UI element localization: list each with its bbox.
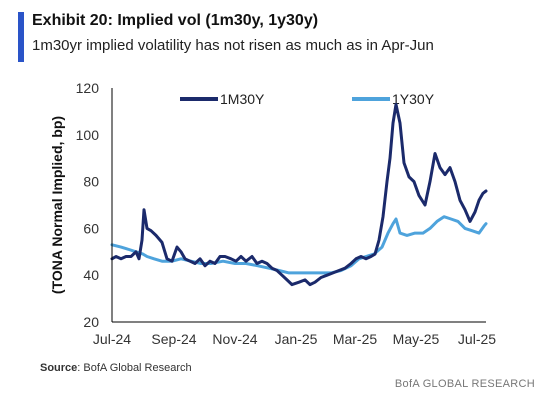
x-tick-label: Jul-25 bbox=[458, 331, 496, 347]
axes-layer: 20 40 60 80 100 120 Jul-24 Sep-24 Nov-24 Jan-25 Ma… bbox=[49, 80, 496, 347]
x-tick-label: Mar-25 bbox=[333, 331, 378, 347]
x-tick-label: Nov-24 bbox=[212, 331, 257, 347]
y-tick-label: 120 bbox=[76, 80, 100, 96]
x-tick-label: Jan-25 bbox=[275, 331, 318, 347]
accent-bar bbox=[18, 12, 24, 62]
y-tick-label: 100 bbox=[76, 127, 100, 143]
chart-subtitle: 1m30yr implied volatility has not risen … bbox=[32, 37, 434, 54]
y-tick-label: 20 bbox=[83, 314, 99, 330]
source-note: Source: BofA Global Research bbox=[40, 362, 192, 374]
footer-brand: BofA GLOBAL RESEARCH bbox=[394, 378, 535, 390]
chart-title: Exhibit 20: Implied vol (1m30y, 1y30y) bbox=[32, 12, 319, 29]
y-axis-label: (TONA Normal Implied, bp) bbox=[49, 116, 65, 294]
series-line-1y30y bbox=[110, 215, 488, 275]
y-tick-label: 80 bbox=[83, 174, 99, 190]
y-tick-label: 60 bbox=[83, 220, 99, 236]
x-tick-label: Jul-24 bbox=[93, 331, 131, 347]
y-tick-label: 40 bbox=[83, 267, 99, 283]
series-line-1m30y bbox=[110, 102, 488, 287]
series-layer bbox=[110, 102, 488, 287]
legend: 1M30Y 1Y30Y bbox=[180, 91, 435, 107]
legend-label-1y30y: 1Y30Y bbox=[392, 91, 435, 107]
source-label: Source bbox=[40, 362, 78, 374]
x-tick-label: May-25 bbox=[393, 331, 440, 347]
legend-label-1m30y: 1M30Y bbox=[220, 91, 265, 107]
x-tick-label: Sep-24 bbox=[151, 331, 196, 347]
source-text: : BofA Global Research bbox=[77, 362, 192, 374]
